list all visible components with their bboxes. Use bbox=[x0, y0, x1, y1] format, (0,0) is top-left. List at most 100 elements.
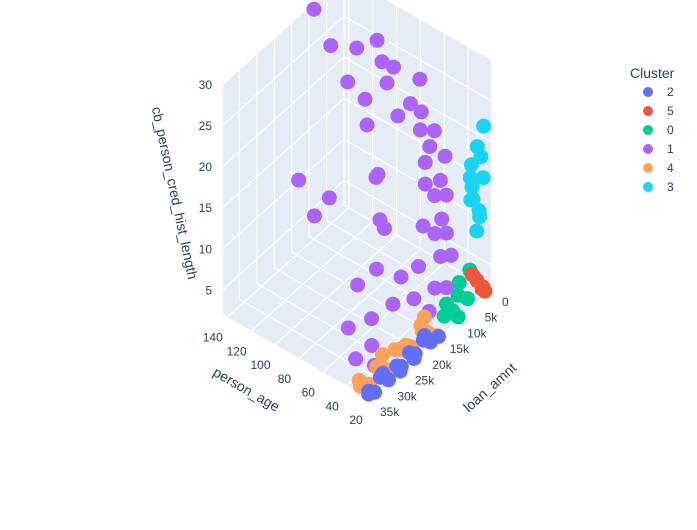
x-tick-label: 5k bbox=[485, 311, 499, 325]
y-tick-label: 60 bbox=[302, 386, 316, 400]
data-point[interactable] bbox=[357, 91, 373, 107]
data-point[interactable] bbox=[475, 170, 491, 186]
data-point[interactable] bbox=[348, 351, 364, 367]
data-point[interactable] bbox=[462, 170, 478, 185]
data-point[interactable] bbox=[406, 291, 422, 307]
x-gridline bbox=[256, 53, 406, 370]
series-cluster-2 bbox=[361, 328, 446, 402]
data-point[interactable] bbox=[432, 172, 448, 188]
legend-item-2[interactable]: 2 bbox=[643, 85, 674, 99]
data-point[interactable] bbox=[450, 309, 466, 325]
data-point[interactable] bbox=[321, 190, 337, 206]
data-point[interactable] bbox=[436, 308, 452, 324]
legend-item-3[interactable]: 3 bbox=[643, 180, 674, 194]
legend-marker bbox=[643, 106, 653, 116]
legend: Cluster 2 5 0 1 4 3 bbox=[630, 65, 675, 194]
data-point[interactable] bbox=[372, 212, 388, 228]
data-point[interactable] bbox=[469, 223, 485, 239]
data-point[interactable] bbox=[422, 139, 438, 155]
x-tick-label: 25k bbox=[415, 374, 435, 388]
legend-item-5[interactable]: 5 bbox=[643, 104, 674, 118]
data-point[interactable] bbox=[340, 320, 356, 336]
data-point[interactable] bbox=[393, 269, 409, 285]
data-point[interactable] bbox=[476, 118, 492, 134]
data-point[interactable] bbox=[450, 287, 466, 303]
z-tick-label: 5 bbox=[205, 283, 212, 297]
data-point[interactable] bbox=[306, 1, 322, 17]
z-tick-label: 20 bbox=[199, 160, 213, 174]
data-point[interactable] bbox=[451, 275, 467, 291]
data-point[interactable] bbox=[472, 209, 488, 225]
data-point[interactable] bbox=[474, 281, 490, 297]
data-point[interactable] bbox=[434, 211, 450, 227]
data-point[interactable] bbox=[369, 261, 384, 277]
data-point[interactable] bbox=[417, 176, 433, 192]
legend-label: 3 bbox=[667, 180, 674, 194]
data-point[interactable] bbox=[351, 372, 367, 388]
z-tick-label: 30 bbox=[199, 78, 213, 92]
legend-label: 0 bbox=[667, 123, 674, 137]
y-tick-label: 20 bbox=[349, 413, 363, 427]
data-point[interactable] bbox=[364, 338, 380, 353]
legend-item-1[interactable]: 1 bbox=[643, 142, 674, 156]
series-cluster-0 bbox=[436, 262, 478, 325]
data-point[interactable] bbox=[411, 259, 426, 274]
data-point[interactable] bbox=[406, 351, 422, 366]
data-point[interactable] bbox=[443, 247, 459, 263]
legend-marker bbox=[643, 182, 653, 192]
data-point[interactable] bbox=[340, 74, 356, 90]
data-point[interactable] bbox=[438, 187, 454, 203]
data-point[interactable] bbox=[415, 218, 431, 234]
data-point[interactable] bbox=[402, 96, 418, 112]
data-point[interactable] bbox=[359, 117, 375, 133]
data-point[interactable] bbox=[437, 148, 453, 164]
data-point[interactable] bbox=[379, 75, 395, 91]
data-point[interactable] bbox=[364, 311, 380, 327]
data-point[interactable] bbox=[323, 38, 339, 54]
data-point[interactable] bbox=[375, 347, 390, 363]
z-gridline bbox=[221, 56, 493, 168]
data-point[interactable] bbox=[386, 59, 401, 75]
data-point[interactable] bbox=[412, 122, 428, 138]
data-point[interactable] bbox=[439, 296, 454, 312]
legend-title: Cluster bbox=[630, 65, 675, 81]
data-point[interactable] bbox=[374, 54, 390, 70]
legend-item-0[interactable]: 0 bbox=[643, 123, 674, 137]
data-point[interactable] bbox=[417, 328, 432, 344]
legend-item-4[interactable]: 4 bbox=[643, 161, 674, 175]
data-point[interactable] bbox=[438, 225, 454, 241]
data-point[interactable] bbox=[417, 154, 433, 170]
legend-label: 1 bbox=[667, 142, 674, 156]
y-tick-label: 140 bbox=[203, 331, 223, 345]
y-gridline bbox=[274, 5, 398, 346]
data-point[interactable] bbox=[350, 277, 366, 293]
data-point[interactable] bbox=[426, 123, 442, 139]
data-point[interactable] bbox=[465, 191, 481, 207]
data-point[interactable] bbox=[375, 365, 391, 381]
y-tick-label: 80 bbox=[278, 372, 292, 386]
data-point[interactable] bbox=[369, 32, 385, 48]
legend-marker bbox=[643, 163, 653, 173]
data-point[interactable] bbox=[368, 169, 384, 185]
z-gridline bbox=[221, 15, 493, 127]
data-point[interactable] bbox=[413, 104, 429, 120]
data-point[interactable] bbox=[412, 71, 428, 87]
data-point[interactable] bbox=[385, 296, 401, 312]
data-point[interactable] bbox=[361, 386, 377, 402]
data-point[interactable] bbox=[291, 172, 307, 188]
data-point[interactable] bbox=[439, 280, 454, 296]
data-point[interactable] bbox=[306, 208, 322, 224]
x-tick-label: 15k bbox=[450, 342, 470, 356]
data-point[interactable] bbox=[464, 267, 480, 282]
data-point[interactable] bbox=[427, 226, 443, 242]
x-axis-title: loan_amnt bbox=[460, 359, 519, 415]
data-point[interactable] bbox=[390, 108, 406, 124]
data-point[interactable] bbox=[473, 149, 489, 165]
series-cluster-5 bbox=[464, 267, 493, 299]
data-point[interactable] bbox=[427, 188, 443, 204]
data-point[interactable] bbox=[427, 280, 443, 296]
data-point[interactable] bbox=[392, 363, 408, 379]
data-point[interactable] bbox=[349, 40, 365, 56]
